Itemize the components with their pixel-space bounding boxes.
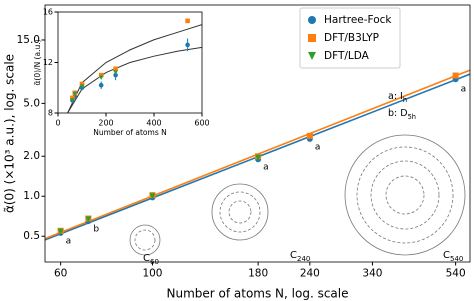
data-point: [79, 81, 85, 87]
symmetry-note-sub: h: [403, 96, 407, 104]
y-axis-label: α̃(0)/N (a.u.): [33, 39, 42, 85]
y-tick-label: 1.0: [23, 190, 40, 202]
c240-molecule-detail: [228, 200, 252, 224]
data-point: [149, 193, 156, 200]
y-tick-label: 12: [43, 58, 53, 67]
legend-label: DFT/B3LYP: [324, 32, 379, 44]
data-point: [113, 72, 118, 78]
y-tick-label: 16: [43, 8, 53, 17]
data-point: [72, 91, 78, 97]
legend-marker: [308, 52, 316, 60]
plot-area: [67, 18, 202, 113]
x-tick-label: 600: [194, 118, 209, 127]
data-point: [185, 18, 190, 24]
y-tick-label: 2.0: [23, 150, 40, 162]
x-tick-label: 180: [248, 267, 268, 279]
x-tick-label: 100: [142, 267, 162, 279]
legend-label: Hartree-Fock: [324, 14, 392, 26]
symmetry-note: b: D5h: [388, 108, 416, 122]
x-tick-label: 200: [98, 118, 113, 127]
symmetry-note-sub: 5h: [408, 113, 416, 121]
axes-frame: [44, 4, 471, 263]
y-tick-label: 0.5: [23, 230, 40, 242]
data-point: [70, 98, 75, 103]
x-tick-label: 0: [55, 118, 60, 127]
c540-molecule-detail: [385, 175, 425, 215]
y-tick-label: 5.0: [23, 97, 40, 109]
data-point: [98, 75, 104, 80]
data-point: [98, 82, 104, 88]
molecule-label-sub: 60: [150, 258, 159, 266]
molecule-label: C240: [290, 250, 310, 263]
molecule-label-sub: 540: [450, 255, 463, 263]
symmetry-note-main: b: D: [388, 108, 408, 119]
point-label: a: [315, 142, 321, 152]
molecule-label-main: C: [443, 250, 450, 261]
data-point: [57, 228, 64, 235]
data-point: [79, 84, 85, 89]
data-point: [255, 154, 262, 161]
data-point: [113, 66, 118, 72]
x-tick-label: 240: [300, 267, 320, 279]
plot-area: [45, 69, 470, 241]
molecule-label-main: C: [143, 253, 150, 264]
molecule-label-main: C: [290, 250, 297, 261]
legend-label: DFT/LDA: [324, 50, 370, 62]
x-tick-label: 340: [362, 267, 382, 279]
data-point: [113, 70, 118, 75]
legend-box: [299, 7, 401, 69]
y-axis-label: α̃(0) (×10³ a.u.), log. scale: [3, 54, 17, 213]
symmetry-note: a: Ih: [388, 91, 407, 105]
legend-marker: [308, 34, 316, 42]
molecule-label: C60: [143, 253, 159, 266]
x-tick-label: 540: [446, 267, 466, 279]
x-axis-label: Number of atoms N: [93, 128, 166, 137]
data-point: [98, 72, 104, 78]
c60-molecule-detail: [134, 229, 156, 251]
legend-marker: [308, 16, 316, 24]
y-tick-label: 8: [48, 109, 53, 118]
data-point: [85, 216, 92, 223]
molecule-label-sub: 240: [297, 255, 310, 263]
point-label: a: [66, 236, 72, 246]
x-axis-label: Number of atoms N, log. scale: [166, 287, 348, 301]
symmetry-note-main: a: I: [388, 91, 403, 102]
x-tick-label: 400: [146, 118, 161, 127]
point-label: a: [461, 85, 467, 95]
point-label: b: [93, 225, 99, 235]
x-tick-label: 60: [54, 267, 67, 279]
data-point: [70, 95, 75, 101]
fullerenes: [129, 134, 466, 256]
data-point: [306, 132, 313, 139]
point-label: a: [263, 163, 269, 173]
molecule-label: C540: [443, 250, 463, 263]
y-tick-label: 15.0: [17, 34, 40, 46]
data-point: [185, 42, 190, 48]
data-point: [452, 72, 459, 79]
